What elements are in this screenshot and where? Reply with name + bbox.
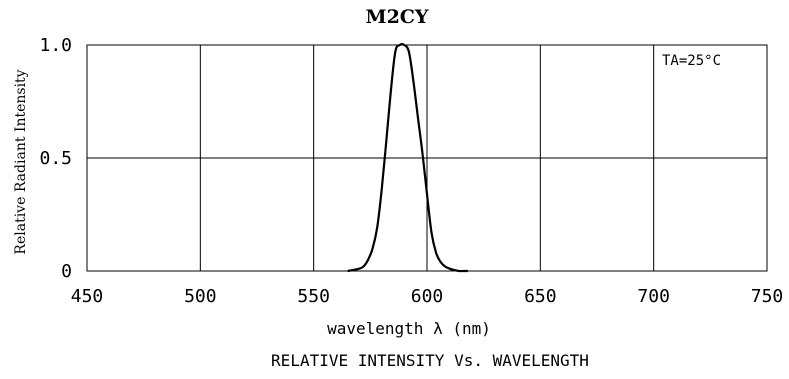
y-tick-label-0: 0 [61, 261, 72, 282]
grid-lines [87, 45, 767, 271]
x-tick-label-600: 600 [411, 286, 444, 307]
x-tick-label-650: 650 [524, 286, 557, 307]
x-tick-label-450: 450 [71, 286, 104, 307]
chart-caption: RELATIVE INTENSITY Vs. WAVELENGTH [271, 351, 589, 370]
x-tick-labels: 450 500 550 600 650 700 750 [71, 286, 784, 307]
chart-title: M2CY [366, 6, 429, 28]
y-tick-label-0.5: 0.5 [39, 148, 72, 169]
y-tick-labels: 0 0.5 1.0 [39, 35, 72, 282]
x-tick-label-500: 500 [184, 286, 217, 307]
x-tick-label-550: 550 [297, 286, 330, 307]
y-axis-label: Relative Radiant Intensity [13, 69, 29, 254]
x-tick-label-700: 700 [637, 286, 670, 307]
y-tick-label-1: 1.0 [39, 35, 72, 56]
temperature-annotation: TA=25°C [662, 53, 721, 69]
x-axis-label: wavelength λ (nm) [327, 319, 491, 338]
x-tick-label-750: 750 [751, 286, 784, 307]
